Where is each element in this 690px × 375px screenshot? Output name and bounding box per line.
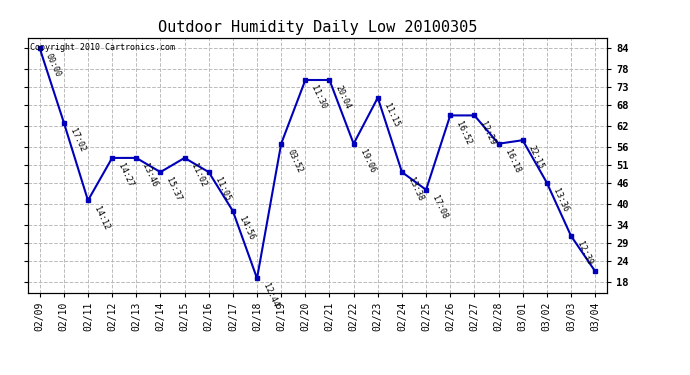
Text: 13:38: 13:38: [406, 176, 425, 203]
Text: 11:30: 11:30: [310, 84, 328, 111]
Text: 14:56: 14:56: [237, 215, 256, 242]
Text: 16:18: 16:18: [503, 148, 522, 174]
Text: 20:04: 20:04: [334, 84, 353, 111]
Text: 12:39: 12:39: [575, 240, 594, 267]
Text: 14:12: 14:12: [92, 205, 111, 231]
Text: 12:29: 12:29: [479, 120, 497, 146]
Text: 03:52: 03:52: [286, 148, 304, 174]
Text: 22:15: 22:15: [527, 144, 546, 171]
Text: 11:15: 11:15: [382, 102, 401, 128]
Text: 13:36: 13:36: [551, 187, 570, 213]
Title: Outdoor Humidity Daily Low 20100305: Outdoor Humidity Daily Low 20100305: [158, 20, 477, 35]
Text: 12:44: 12:44: [262, 282, 280, 309]
Text: 00:00: 00:00: [44, 52, 63, 79]
Text: 13:46: 13:46: [141, 162, 159, 189]
Text: 14:27: 14:27: [117, 162, 135, 189]
Text: 17:02: 17:02: [68, 127, 87, 153]
Text: 16:52: 16:52: [455, 120, 473, 146]
Text: 17:08: 17:08: [431, 194, 449, 220]
Text: 19:06: 19:06: [358, 148, 377, 174]
Text: 11:05: 11:05: [213, 176, 232, 203]
Text: 11:02: 11:02: [189, 162, 208, 189]
Text: 15:37: 15:37: [165, 176, 184, 203]
Text: Copyright 2010 Cartronics.com: Copyright 2010 Cartronics.com: [30, 43, 175, 52]
